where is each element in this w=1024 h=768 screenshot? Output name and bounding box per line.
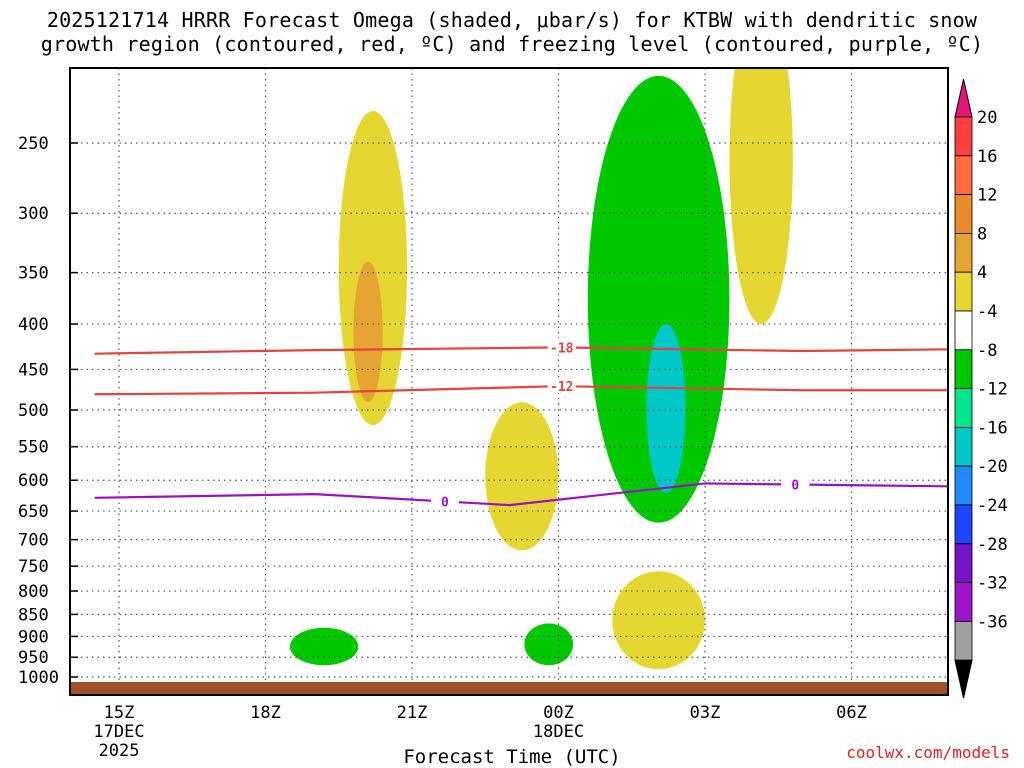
- colorbar-label: -4: [977, 302, 997, 322]
- colorbar-swatch: [954, 504, 973, 545]
- x-tick-date: 18DEC: [533, 722, 584, 742]
- y-tick-label: 600: [18, 471, 49, 491]
- isotherm-label-bg: [781, 475, 810, 492]
- y-tick-label: 500: [18, 401, 49, 421]
- isotherm-label-bg: [547, 377, 576, 394]
- colorbar-swatch: [954, 310, 973, 351]
- x-axis-title: Forecast Time (UTC): [403, 746, 621, 768]
- isotherm-label: -18: [1017, 342, 1024, 357]
- chart-title-line1: 2025121714 HRRR Forecast Omega (shaded, …: [46, 8, 978, 32]
- x-tick-label: 03Z: [690, 703, 721, 723]
- isotherm-label-bg: [430, 492, 459, 509]
- isotherm-label: 0: [441, 495, 449, 510]
- x-tick-date: 17DEC: [93, 722, 144, 742]
- colorbar-swatch: [954, 116, 973, 157]
- colorbar-swatch: [954, 543, 973, 583]
- y-tick-label: 700: [18, 531, 49, 551]
- y-tick-label: 1000: [18, 668, 59, 688]
- isotherm-label-bg: [1015, 381, 1024, 397]
- y-tick-label: 400: [18, 315, 49, 335]
- y-tick-label: 350: [18, 264, 49, 284]
- colorbar-swatch: [954, 465, 973, 506]
- plot-frame: [69, 67, 949, 696]
- credit-text[interactable]: coolwx.com/models: [846, 743, 1010, 762]
- y-tick-label: 300: [18, 204, 49, 224]
- colorbar-top-arrow: [954, 78, 973, 118]
- colorbar-swatch: [954, 349, 973, 389]
- y-tick-label: 900: [18, 627, 49, 647]
- colorbar-swatch: [954, 194, 973, 234]
- colorbar-swatch: [954, 582, 973, 622]
- isotherm-label: -12: [550, 380, 573, 395]
- x-tick-label: 21Z: [397, 703, 428, 723]
- descent-low-1: [289, 627, 359, 666]
- colorbar-bottom-arrow: [954, 659, 973, 699]
- isotherm-line: [94, 482, 948, 507]
- y-tick-label: 800: [18, 582, 49, 602]
- isotherm-label: -18: [550, 341, 574, 356]
- colorbar-swatch: [954, 426, 973, 467]
- ground-surface: [70, 682, 948, 695]
- colorbar-label: -32: [977, 574, 1008, 594]
- ascent-lobe-mid: [485, 402, 559, 551]
- isotherm-label-bg: [547, 338, 576, 355]
- colorbar-label: -16: [977, 418, 1008, 438]
- colorbar-swatch: [954, 621, 973, 661]
- colorbar-label: -24: [977, 496, 1008, 516]
- x-tick-label: 15Z: [104, 703, 135, 723]
- descent-low-2: [524, 623, 574, 666]
- colorbar-label: 8: [977, 224, 987, 244]
- y-tick-label: 250: [18, 134, 49, 154]
- isotherm-label-bg: [1015, 339, 1024, 355]
- colorbar-label: -12: [977, 380, 1008, 400]
- isotherm-label: -12: [1017, 384, 1024, 399]
- colorbar-label: -8: [977, 341, 997, 361]
- y-tick-label: 950: [18, 648, 49, 668]
- colorbar-label: 4: [977, 263, 987, 283]
- x-tick-label: 00Z: [543, 703, 574, 723]
- y-tick-label: 450: [18, 360, 49, 380]
- colorbar-swatch: [954, 155, 973, 196]
- colorbar-swatch: [954, 271, 973, 312]
- colorbar-label: -28: [977, 535, 1008, 555]
- colorbar-swatch: [954, 232, 973, 273]
- y-tick-label: 650: [18, 502, 49, 522]
- x-tick-label: 18Z: [250, 703, 281, 723]
- y-tick-label: 850: [18, 605, 49, 625]
- descent-core: [646, 324, 686, 493]
- x-tick-year: 2025: [99, 741, 140, 761]
- descent-main: [587, 75, 730, 523]
- chart-title-line2: growth region (contoured, red, ºC) and f…: [40, 32, 984, 56]
- ascent-lobe-upper-right: [729, 68, 793, 324]
- ascent-lobe-low: [612, 571, 705, 670]
- colorbar-label: -20: [977, 457, 1008, 477]
- y-tick-label: 750: [18, 557, 49, 577]
- ascent-core-upper-left: [353, 261, 383, 403]
- y-tick-label: 550: [18, 438, 49, 458]
- colorbar-label: 20: [977, 108, 997, 128]
- colorbar-swatch: [954, 388, 973, 428]
- isotherm-label: 0: [791, 479, 799, 494]
- colorbar-label: -36: [977, 612, 1008, 632]
- colorbar-label: 16: [977, 147, 997, 167]
- x-tick-label: 06Z: [836, 703, 867, 723]
- colorbar-label: 12: [977, 186, 997, 206]
